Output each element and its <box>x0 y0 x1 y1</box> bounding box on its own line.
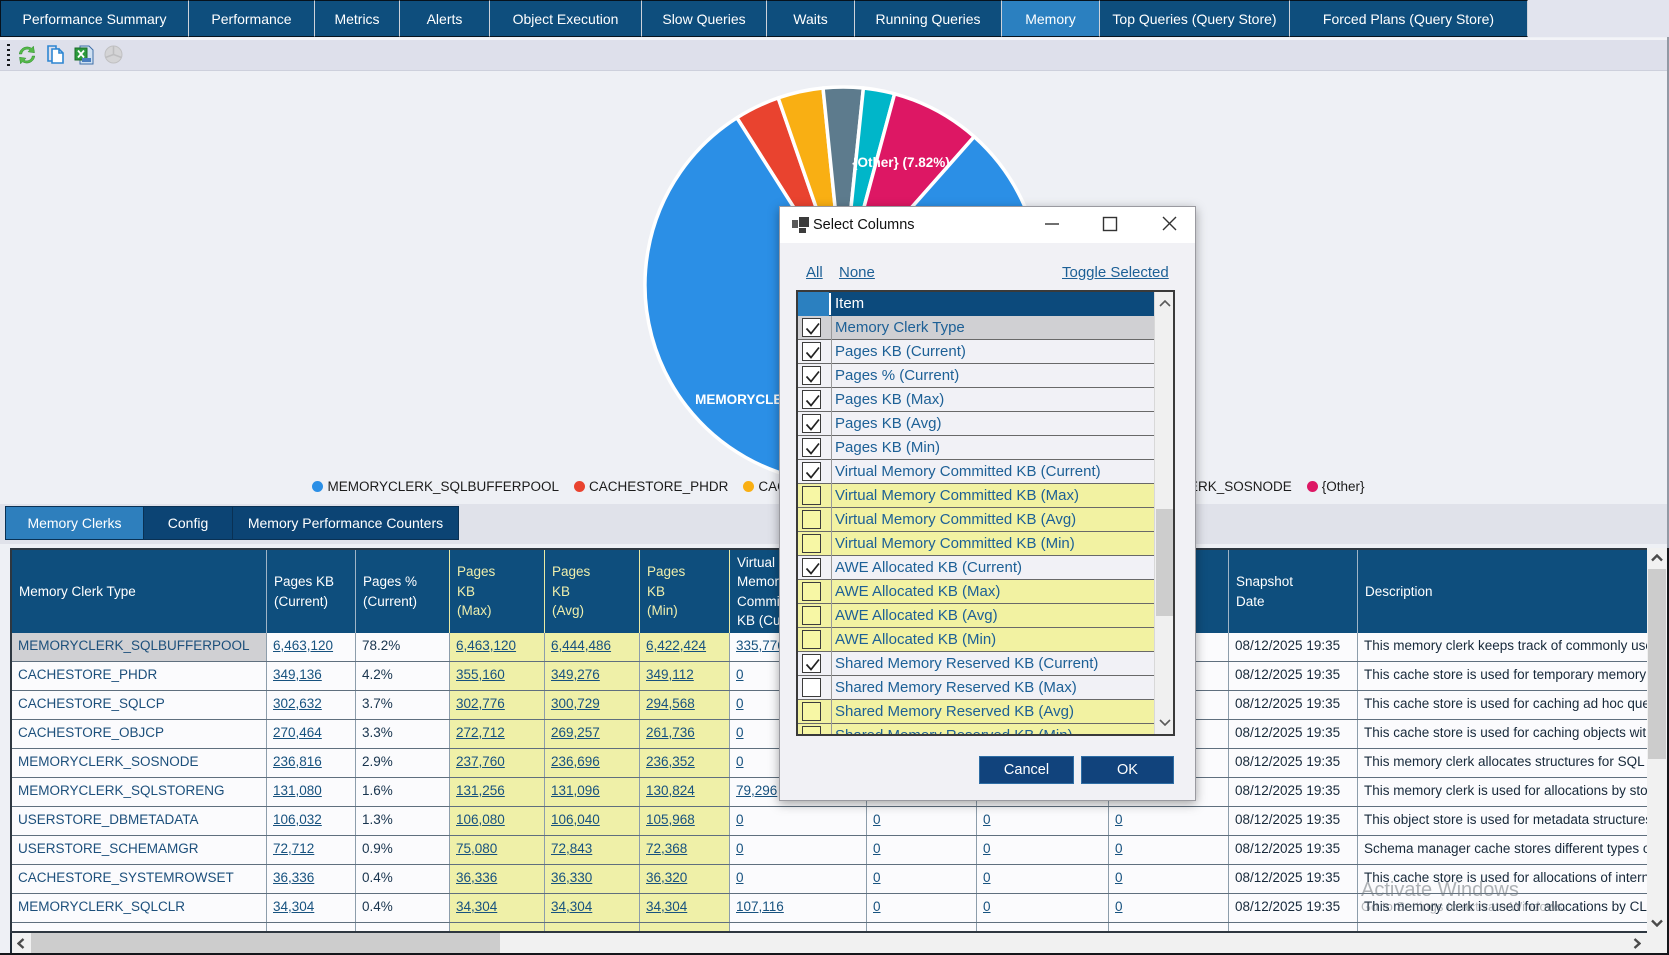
svg-text:{Other} (7.82%): {Other} (7.82%) <box>852 155 950 170</box>
